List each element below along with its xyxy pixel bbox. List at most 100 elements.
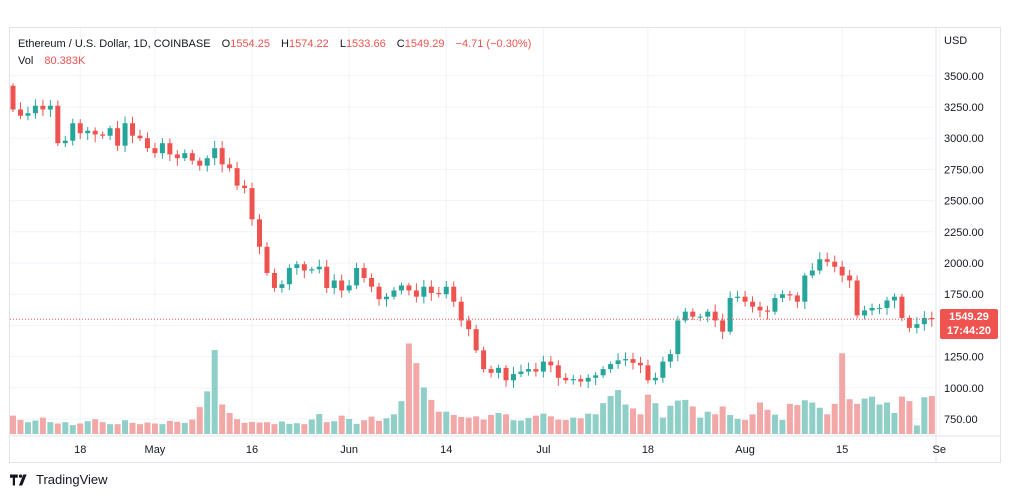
x-tick-label: Se bbox=[933, 444, 946, 456]
y-tick-label: 750.00 bbox=[944, 414, 978, 426]
volume-bar bbox=[794, 405, 801, 434]
candle-body bbox=[197, 160, 203, 166]
volume-bar bbox=[136, 424, 143, 434]
volume-bar bbox=[10, 415, 16, 434]
high-value: 1574.22 bbox=[288, 38, 329, 50]
candle-body bbox=[809, 270, 815, 276]
change-value: −4.71 (−0.30%) bbox=[455, 38, 532, 50]
volume-bar bbox=[495, 413, 502, 434]
x-tick-label: 15 bbox=[836, 444, 848, 456]
volume-bar bbox=[547, 416, 554, 434]
candle-body bbox=[652, 377, 658, 381]
volume-bar bbox=[734, 418, 741, 434]
volume-bar bbox=[555, 419, 562, 434]
volume-bar bbox=[32, 420, 39, 434]
volume-bar bbox=[824, 414, 831, 434]
candle-body bbox=[309, 269, 315, 271]
volume-bar bbox=[286, 423, 293, 434]
volume-bar bbox=[323, 422, 330, 434]
volume-bar bbox=[219, 404, 226, 434]
y-tick-label: 3250.00 bbox=[944, 102, 984, 114]
volume-bar bbox=[144, 422, 151, 434]
price-candles bbox=[10, 83, 935, 388]
candle-body bbox=[779, 294, 785, 298]
candle-body bbox=[533, 369, 539, 372]
close-label: C bbox=[396, 38, 405, 50]
candle-body bbox=[130, 123, 136, 136]
candle-body bbox=[55, 105, 61, 144]
chart-frame bbox=[9, 27, 1001, 463]
volume-bar bbox=[585, 413, 592, 434]
candle-body bbox=[660, 361, 666, 378]
volume-bar bbox=[435, 411, 442, 434]
volume-bar bbox=[174, 421, 181, 434]
y-tick-label: 1000.00 bbox=[944, 383, 984, 395]
candle-body bbox=[77, 123, 83, 134]
bar-countdown: 17:44:20 bbox=[946, 325, 992, 337]
y-tick-label: 2500.00 bbox=[944, 196, 984, 208]
candle-body bbox=[62, 140, 68, 144]
candle-body bbox=[413, 290, 419, 297]
volume-bar bbox=[615, 390, 622, 434]
candle-body bbox=[361, 267, 367, 278]
volume-bar bbox=[570, 417, 577, 434]
volume-bar bbox=[697, 417, 704, 434]
candle-body bbox=[832, 261, 838, 267]
candle-body bbox=[600, 369, 606, 376]
candle-body bbox=[637, 362, 643, 366]
volume-bar bbox=[532, 415, 539, 434]
footer-brand[interactable]: TradingView bbox=[10, 472, 108, 487]
volume-bar bbox=[704, 411, 711, 434]
candle-body bbox=[25, 113, 31, 116]
volume-bar bbox=[263, 422, 270, 434]
candle-body bbox=[227, 164, 233, 169]
y-tick-label: 3000.00 bbox=[944, 133, 984, 145]
volume-bar bbox=[316, 413, 323, 434]
candle-body bbox=[398, 285, 404, 291]
candle-body bbox=[212, 148, 218, 159]
candle-body bbox=[525, 369, 531, 372]
volume-bar bbox=[47, 422, 54, 434]
candle-body bbox=[570, 379, 576, 381]
volume-bar bbox=[562, 419, 569, 434]
y-tick-label: 3500.00 bbox=[944, 71, 984, 83]
chart-legend: Ethereum / U.S. Dollar, 1D, COINBASE O15… bbox=[18, 36, 531, 69]
volume-bar bbox=[630, 408, 637, 434]
x-tick-label: 18 bbox=[642, 444, 654, 456]
candle-body bbox=[899, 296, 905, 318]
volume-bar bbox=[749, 414, 756, 434]
candle-body bbox=[32, 105, 38, 114]
candle-body bbox=[286, 267, 292, 285]
volume-bar bbox=[413, 363, 420, 434]
volume-bar bbox=[816, 407, 823, 434]
candle-body bbox=[100, 134, 106, 136]
symbol-title: Ethereum / U.S. Dollar, 1D, COINBASE bbox=[18, 38, 211, 50]
candle-body bbox=[167, 143, 173, 155]
candle-body bbox=[847, 275, 853, 281]
volume-bar bbox=[637, 414, 644, 434]
candle-body bbox=[929, 317, 935, 320]
volume-bar bbox=[861, 398, 868, 434]
candle-body bbox=[630, 359, 636, 363]
volume-bar bbox=[891, 413, 898, 434]
candle-body bbox=[219, 148, 225, 165]
volume-bar bbox=[114, 424, 121, 434]
candle-body bbox=[623, 359, 629, 361]
tradingview-logo-icon bbox=[10, 473, 27, 486]
candle-body bbox=[764, 310, 770, 312]
candle-body bbox=[257, 219, 263, 247]
candle-body bbox=[727, 297, 733, 332]
candle-body bbox=[510, 374, 516, 381]
volume-bar bbox=[517, 420, 524, 434]
candle-body bbox=[92, 130, 98, 135]
volume-bar bbox=[727, 414, 734, 434]
volume-bar bbox=[674, 400, 681, 434]
candle-body bbox=[301, 264, 307, 271]
volume-bar bbox=[831, 403, 838, 434]
candle-body bbox=[697, 316, 703, 318]
candle-body bbox=[40, 105, 46, 110]
candle-body bbox=[921, 317, 927, 325]
candle-body bbox=[839, 266, 845, 276]
candle-body bbox=[854, 280, 860, 316]
